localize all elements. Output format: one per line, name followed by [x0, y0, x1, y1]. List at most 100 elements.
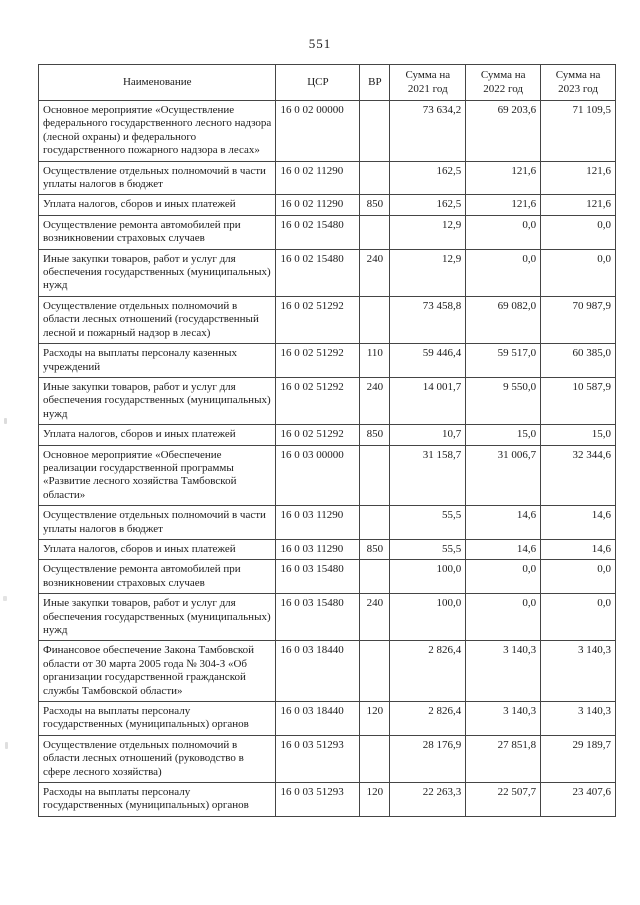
cell-y2023: 121,6: [540, 194, 616, 216]
table-row: Осуществление ремонта автомобилей при во…: [37, 214, 616, 250]
cell-vr: [359, 160, 391, 196]
cell-y2023: 14,6: [540, 538, 616, 561]
cell-vr: 240: [359, 593, 391, 642]
cell-y2022: 69 203,6: [465, 100, 542, 162]
cell-y2021: 14 001,7: [389, 376, 467, 426]
table-row: Осуществление отдельных полномочий в час…: [37, 160, 616, 196]
cell-csr: 16 0 02 51292: [275, 376, 361, 426]
cell-vr: [359, 505, 391, 540]
table-row: Иные закупки товаров, работ и услуг для …: [37, 593, 616, 642]
cell-csr: 16 0 03 00000: [275, 444, 361, 507]
cell-vr: [359, 640, 391, 703]
cell-csr: 16 0 02 11290: [275, 160, 361, 196]
cell-name: Осуществление ремонта автомобилей при во…: [37, 559, 277, 595]
cell-y2021: 100,0: [389, 559, 467, 595]
scan-artifact: [5, 742, 8, 749]
cell-vr: 850: [359, 538, 391, 561]
header-row: Наименование ЦСР ВР Сумма на 2021 год Су…: [37, 64, 616, 101]
cell-vr: 120: [359, 701, 391, 736]
cell-y2023: 60 385,0: [540, 343, 616, 378]
cell-y2021: 100,0: [389, 593, 467, 642]
cell-csr: 16 0 02 11290: [275, 194, 361, 216]
cell-name: Финансовое обеспечение Закона Тамбовской…: [37, 640, 277, 703]
cell-csr: 16 0 03 51293: [275, 734, 361, 784]
table-row: Расходы на выплаты персоналу казенных уч…: [37, 343, 616, 378]
cell-csr: 16 0 03 11290: [275, 538, 361, 561]
cell-y2021: 2 826,4: [389, 701, 467, 736]
cell-y2022: 31 006,7: [465, 444, 542, 507]
table-row: Иные закупки товаров, работ и услуг для …: [37, 376, 616, 426]
cell-y2022: 69 082,0: [465, 295, 542, 345]
cell-y2022: 0,0: [465, 214, 542, 250]
cell-name: Осуществление отдельных полномочий в час…: [37, 160, 277, 196]
cell-name: Иные закупки товаров, работ и услуг для …: [37, 248, 277, 297]
cell-name: Иные закупки товаров, работ и услуг для …: [37, 376, 277, 426]
cell-y2022: 22 507,7: [465, 782, 542, 817]
table-row: Осуществление отдельных полномочий в обл…: [37, 734, 616, 784]
cell-csr: 16 0 03 18440: [275, 640, 361, 703]
cell-y2023: 0,0: [540, 248, 616, 297]
cell-vr: 850: [359, 194, 391, 216]
cell-y2021: 12,9: [389, 248, 467, 297]
cell-y2021: 12,9: [389, 214, 467, 250]
cell-y2021: 55,5: [389, 505, 467, 540]
cell-csr: 16 0 03 18440: [275, 701, 361, 736]
table-body: Основное мероприятие «Осуществление феде…: [37, 100, 616, 817]
cell-y2022: 3 140,3: [465, 640, 542, 703]
header-sum-2023: Сумма на 2023 год: [540, 64, 616, 101]
scan-artifact: [3, 596, 7, 601]
cell-y2022: 15,0: [465, 424, 542, 446]
cell-csr: 16 0 02 15480: [275, 214, 361, 250]
cell-vr: 240: [359, 248, 391, 297]
cell-y2023: 14,6: [540, 505, 616, 540]
cell-csr: 16 0 03 15480: [275, 559, 361, 595]
cell-y2023: 3 140,3: [540, 640, 616, 703]
cell-name: Расходы на выплаты персоналу государстве…: [37, 701, 277, 736]
cell-y2021: 73 634,2: [389, 100, 467, 162]
cell-y2023: 23 407,6: [540, 782, 616, 817]
cell-y2023: 0,0: [540, 559, 616, 595]
cell-vr: [359, 214, 391, 250]
cell-y2023: 10 587,9: [540, 376, 616, 426]
cell-y2021: 55,5: [389, 538, 467, 561]
table-row: Расходы на выплаты персоналу государстве…: [37, 701, 616, 736]
cell-csr: 16 0 02 15480: [275, 248, 361, 297]
cell-y2021: 28 176,9: [389, 734, 467, 784]
table-row: Основное мероприятие «Обеспечение реализ…: [37, 444, 616, 507]
cell-name: Основное мероприятие «Обеспечение реализ…: [37, 444, 277, 507]
cell-y2022: 27 851,8: [465, 734, 542, 784]
cell-name: Осуществление отдельных полномочий в час…: [37, 505, 277, 540]
budget-table: Наименование ЦСР ВР Сумма на 2021 год Су…: [37, 64, 616, 817]
cell-name: Осуществление отдельных полномочий в обл…: [37, 734, 277, 784]
cell-y2021: 10,7: [389, 424, 467, 446]
cell-csr: 16 0 03 11290: [275, 505, 361, 540]
header-name: Наименование: [37, 64, 277, 101]
table-row: Осуществление отдельных полномочий в час…: [37, 505, 616, 540]
cell-y2023: 0,0: [540, 214, 616, 250]
cell-name: Уплата налогов, сборов и иных платежей: [37, 194, 277, 216]
cell-y2021: 59 446,4: [389, 343, 467, 378]
header-sum-2021: Сумма на 2021 год: [389, 64, 467, 101]
cell-name: Уплата налогов, сборов и иных платежей: [37, 538, 277, 561]
cell-csr: 16 0 02 51292: [275, 343, 361, 378]
table-row: Осуществление отдельных полномочий в обл…: [37, 295, 616, 345]
cell-y2022: 121,6: [465, 160, 542, 196]
cell-vr: [359, 295, 391, 345]
cell-y2023: 3 140,3: [540, 701, 616, 736]
cell-vr: 850: [359, 424, 391, 446]
table-header: Наименование ЦСР ВР Сумма на 2021 год Су…: [37, 64, 616, 101]
cell-csr: 16 0 02 51292: [275, 295, 361, 345]
table-row: Иные закупки товаров, работ и услуг для …: [37, 248, 616, 297]
table-row: Уплата налогов, сборов и иных платежей 16…: [37, 424, 616, 446]
cell-y2022: 3 140,3: [465, 701, 542, 736]
cell-csr: 16 0 02 51292: [275, 424, 361, 446]
cell-y2023: 121,6: [540, 160, 616, 196]
cell-y2022: 0,0: [465, 593, 542, 642]
cell-y2022: 14,6: [465, 538, 542, 561]
cell-y2023: 70 987,9: [540, 295, 616, 345]
cell-y2022: 14,6: [465, 505, 542, 540]
table-row: Уплата налогов, сборов и иных платежей 16…: [37, 194, 616, 216]
cell-y2021: 2 826,4: [389, 640, 467, 703]
cell-name: Осуществление ремонта автомобилей при во…: [37, 214, 277, 250]
